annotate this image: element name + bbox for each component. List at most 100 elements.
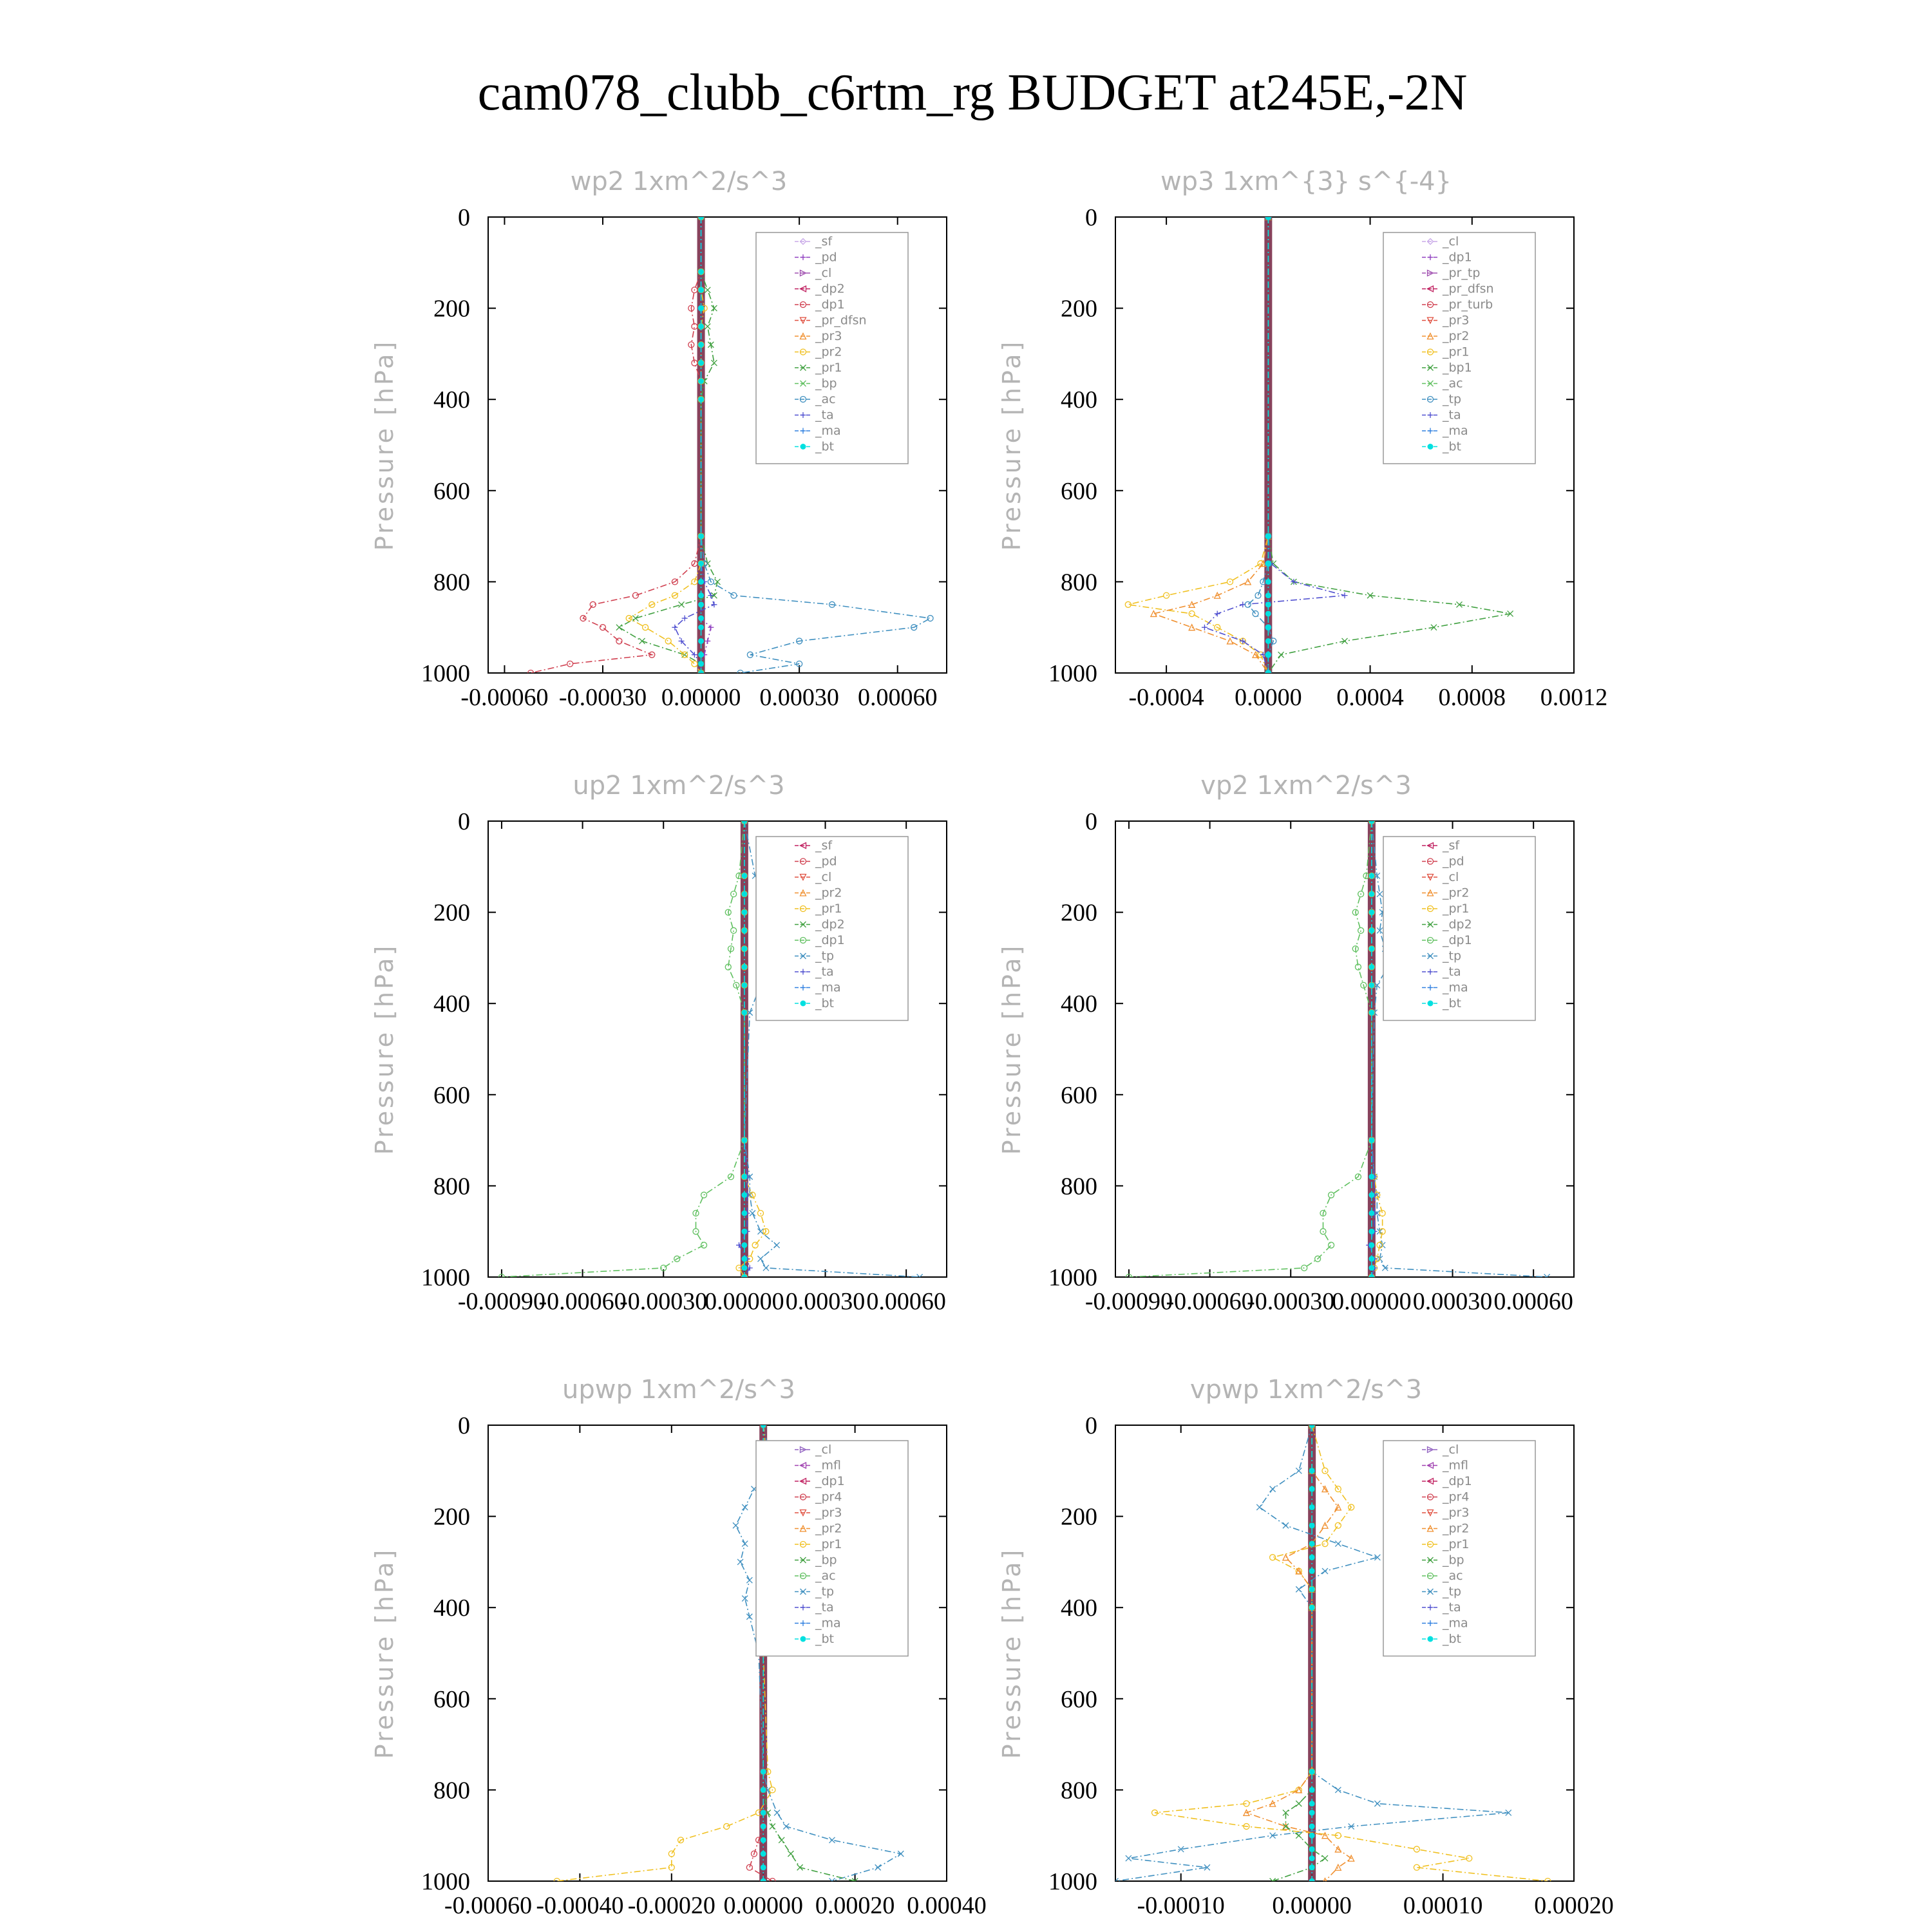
legend-marker (800, 1604, 806, 1611)
y-tick-label: 600 (1061, 1686, 1097, 1713)
x-tick-label: 0.0000 (1235, 684, 1302, 711)
series-point-pr2 (1321, 1832, 1329, 1839)
series-point-tp (757, 1255, 764, 1262)
legend-marker (799, 905, 807, 913)
legend-marker (1427, 1000, 1434, 1007)
legend-marker (1426, 1461, 1434, 1470)
chart-panel-6: vpwp 1xm^2/s^3 Pressure [hPa] 0 200 400 600 80… (998, 1375, 1614, 1919)
series-point-pr2 (1269, 1799, 1276, 1807)
legend-item-label: _sf (815, 838, 833, 853)
series-point-tp (1321, 1567, 1329, 1575)
series-line-pr2 (1244, 1425, 1352, 1881)
series-point-ac (746, 651, 754, 658)
series-point-bp (1295, 1832, 1302, 1839)
series-point-bt (1368, 1009, 1375, 1016)
legend-item-label: _ma (815, 424, 841, 438)
series-point-tp (746, 1009, 753, 1016)
legend-box (755, 836, 909, 1021)
series-point-bt (1309, 1810, 1315, 1816)
series-line-pr1 (1128, 217, 1269, 673)
series-point-bt (741, 909, 748, 916)
chart-panel-5: upwp 1xm^2/s^3 Pressure [hPa] 0 200 400 600 80… (370, 1375, 987, 1919)
legend-item-label: _pr_tp (1442, 266, 1480, 280)
legend-marker (1426, 269, 1434, 277)
series-line-dp1 (530, 217, 702, 673)
legend-item-label: _pr3 (815, 329, 842, 343)
series-point-bt (698, 661, 705, 667)
series-point-bt (1368, 1137, 1375, 1144)
series-point-bt (741, 891, 748, 897)
legend-marker (1426, 395, 1434, 403)
legend-marker (1427, 254, 1434, 260)
legend-marker (1427, 921, 1434, 928)
series-point-bt (1265, 624, 1271, 630)
series-point-bp (1282, 1809, 1289, 1816)
series-point-dp1 (733, 981, 740, 989)
series-point-pd (708, 624, 714, 630)
series-point-ta (1341, 592, 1348, 599)
legend-marker (799, 285, 807, 293)
series-point-bp1 (1341, 638, 1348, 645)
legend-marker (800, 1557, 806, 1564)
series-point-pr4 (750, 1850, 758, 1857)
series-line-ta (738, 821, 751, 1277)
legend-item-label: _pr2 (1442, 1522, 1469, 1536)
legend-item-label: _cl (815, 1443, 831, 1457)
series-point-tp (829, 1878, 835, 1881)
series-line-pr1 (618, 217, 718, 673)
series-point-pr1 (1466, 1855, 1473, 1862)
series-point-ta (1291, 578, 1297, 585)
series-point-pr1 (710, 592, 717, 599)
legend-item-label: _tp (1442, 1585, 1461, 1599)
series-point-ac (730, 592, 737, 599)
series-point-tp (1244, 601, 1251, 608)
legend-marker (800, 412, 806, 418)
series-point-pr1 (639, 638, 645, 645)
legend-item-label: _pr1 (815, 1537, 842, 1551)
series-point-tp (1374, 981, 1381, 989)
legend-item-label: _bt (1442, 996, 1461, 1010)
series-point-bt (1309, 1768, 1315, 1775)
series-point-bt (760, 1837, 766, 1843)
series-point-bt (1309, 1878, 1315, 1881)
y-tick-label: 400 (1061, 990, 1097, 1018)
legend-marker (799, 858, 807, 865)
legend-item-label: _pr3 (815, 1506, 842, 1520)
series-point-bt (698, 360, 705, 366)
series-point-bt (698, 638, 705, 644)
series-point-tp (746, 1577, 753, 1584)
y-tick-label: 800 (433, 569, 470, 596)
series-point-dp1 (727, 1173, 735, 1180)
series-point-dp1 (1320, 1209, 1327, 1217)
legend-marker (1427, 365, 1434, 371)
series-point-pr1 (1321, 1467, 1329, 1474)
series-point-bt (1265, 670, 1271, 673)
legend-marker (1427, 1588, 1434, 1595)
series-point-pr1 (710, 305, 717, 312)
legend-marker (800, 254, 806, 260)
x-tick-label: 0.0004 (1336, 684, 1404, 711)
series-point-pr2 (641, 624, 649, 631)
legend-item-label: _pd (1442, 855, 1464, 869)
series-point-bt (1309, 1425, 1315, 1428)
y-tick-label: 1000 (421, 1868, 470, 1895)
legend: _cl_mfl_dp1_pr4_pr3_pr2_pr1_bp_ac_tp_ta_… (755, 1440, 909, 1657)
series-point-dp1 (1314, 1255, 1321, 1262)
series-point-tp (1381, 1264, 1388, 1271)
series-point-pr1 (1334, 1485, 1341, 1493)
series-point-pr1 (769, 1786, 776, 1794)
x-tick-label: -0.00060 (444, 1892, 532, 1919)
series-point-bp (1269, 1878, 1276, 1881)
legend-item-label: _dp2 (1442, 918, 1472, 932)
series-point-pr1 (632, 615, 639, 621)
series-point-pr1 (714, 578, 721, 585)
series-point-pr2 (1188, 623, 1196, 631)
series-point-pr2 (1213, 591, 1221, 599)
series-point-bt (741, 1228, 748, 1235)
series-point-bt (1265, 560, 1271, 567)
series-point-pr1 (1151, 1809, 1159, 1816)
series-line-pr1 (1154, 1425, 1548, 1881)
series-point-dp1 (649, 651, 656, 658)
legend-item-label: _ma (815, 981, 841, 995)
series-point-bt (1368, 945, 1375, 952)
